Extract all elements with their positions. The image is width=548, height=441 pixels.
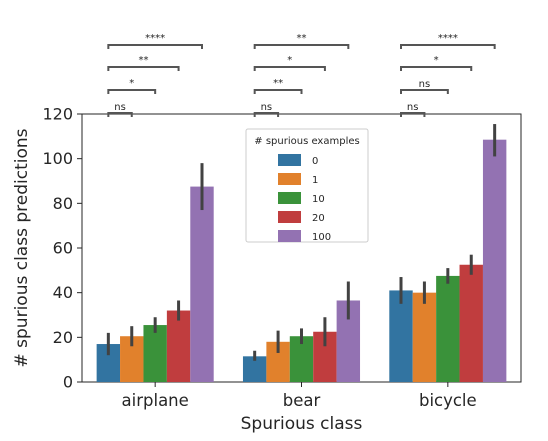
significance-bracket: [253, 112, 280, 117]
significance-label: ns: [407, 102, 419, 113]
legend-label: 0: [312, 156, 318, 167]
bar-10-airplane: [143, 325, 167, 382]
significance-label: ****: [438, 33, 458, 44]
y-tick-label: 80: [53, 194, 73, 213]
x-category-label: bear: [283, 391, 321, 410]
significance-label: **: [297, 33, 307, 44]
bar-1-airplane: [120, 336, 144, 382]
bar-20-bicycle: [459, 264, 483, 382]
bar-0-bear: [242, 356, 267, 382]
bar-0-airplane: [96, 344, 121, 382]
y-tick-label: 0: [63, 373, 73, 392]
significance-bracket: [107, 66, 180, 71]
significance-bracket: [107, 44, 203, 49]
significance-bracket: [400, 112, 426, 117]
legend-swatch-0: [278, 154, 301, 166]
significance-bracket: [107, 112, 133, 117]
legend-box: [245, 128, 369, 243]
y-tick-label: 100: [42, 149, 73, 168]
legend-swatch-10: [278, 192, 301, 204]
legend-title: # spurious examples: [254, 136, 359, 147]
bar-100-bicycle: [482, 139, 507, 382]
legend-label: 100: [312, 232, 331, 243]
significance-bracket: [400, 66, 473, 71]
x-category-label: airplane: [122, 391, 189, 410]
legend-label: 20: [312, 213, 325, 224]
x-category-label: bicycle: [419, 391, 477, 410]
y-axis-label: # spurious class predictions: [12, 128, 32, 367]
significance-bracket: [253, 44, 350, 49]
significance-label: *: [287, 55, 292, 66]
significance-bracket: [107, 89, 157, 94]
legend-swatch-20: [278, 211, 301, 223]
bar-100-bear: [336, 300, 361, 382]
legend-swatch-1: [278, 173, 301, 185]
bar-10-bear: [289, 336, 314, 382]
legend-label: 10: [312, 194, 325, 205]
bar-100-airplane: [190, 186, 214, 382]
legend-swatch-100: [278, 230, 301, 242]
bar-1-bicycle: [412, 292, 437, 382]
significance-bracket: [253, 66, 326, 71]
significance-label: **: [138, 55, 148, 66]
significance-bracket: [253, 89, 303, 94]
significance-label: ****: [145, 33, 165, 44]
significance-label: ns: [261, 102, 273, 113]
significance-label: *: [129, 78, 134, 89]
significance-label: **: [273, 78, 283, 89]
y-tick-label: 20: [53, 328, 73, 347]
significance-label: ns: [114, 102, 126, 113]
bar-20-airplane: [166, 310, 191, 382]
significance-bracket: [400, 44, 496, 49]
x-axis-label: Spurious class: [241, 414, 363, 434]
significance-label: ns: [419, 79, 431, 90]
bar-0-bicycle: [389, 290, 413, 382]
bar-20-bear: [313, 331, 337, 382]
significance-label: *: [434, 55, 439, 66]
y-tick-label: 40: [53, 283, 73, 302]
bar-10-bicycle: [436, 275, 460, 382]
significance-bracket: [400, 89, 449, 94]
y-tick-label: 120: [42, 105, 73, 124]
legend-label: 1: [312, 175, 318, 186]
y-tick-label: 60: [53, 239, 73, 258]
bar-1-bear: [266, 341, 290, 382]
